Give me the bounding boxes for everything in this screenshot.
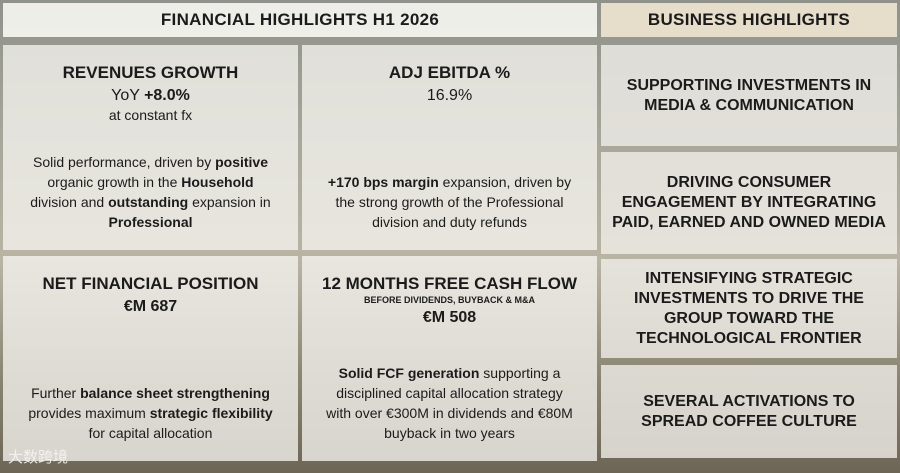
- text-run: Solid FCF generation: [338, 365, 480, 381]
- card-metric: YoY +8.0%: [111, 87, 190, 105]
- highlight-card: 12 MONTHS FREE CASH FLOW BEFORE DIVIDENDS…: [302, 256, 597, 461]
- text-run: €M 687: [123, 298, 178, 315]
- business-item: DRIVING CONSUMER ENGAGEMENT BY INTEGRATI…: [601, 152, 897, 254]
- text-run: +8.0%: [144, 87, 190, 104]
- card-title: NET FINANCIAL POSITION: [42, 274, 259, 293]
- text-run: Solid performance, driven by: [33, 154, 216, 170]
- highlight-card: REVENUES GROWTH YoY +8.0% at constant fx So…: [3, 45, 298, 250]
- text-run: Household: [181, 174, 254, 190]
- text-run: for capital allocation: [88, 425, 213, 441]
- text-run: balance sheet strengthening: [80, 385, 270, 401]
- text-run: +170 bps margin: [327, 174, 439, 190]
- text-run: organic growth in the: [47, 174, 182, 190]
- text-run: Professional: [108, 214, 193, 230]
- text-run: supporting a disciplined capital allocat…: [326, 365, 573, 441]
- business-item: INTENSIFYING STRATEGIC INVESTMENTS TO DR…: [601, 259, 897, 358]
- card-body: Further balance sheet strengthening prov…: [26, 383, 276, 443]
- text-run: expansion, driven by the strong growth o…: [335, 174, 572, 230]
- card-body: Solid performance, driven by positive or…: [26, 152, 276, 232]
- business-item: SEVERAL ACTIVATIONS TO SPREAD COFFEE CUL…: [601, 365, 897, 458]
- business-header: BUSINESS HIGHLIGHTS: [601, 3, 897, 37]
- text-run: 16.9%: [426, 87, 473, 104]
- card-metric: €M 508: [423, 309, 476, 327]
- card-body: Solid FCF generation supporting a discip…: [325, 363, 575, 443]
- business-item: SUPPORTING INVESTMENTS IN MEDIA & COMMUN…: [601, 45, 897, 146]
- text-run: Further: [31, 385, 81, 401]
- financial-header: FINANCIAL HIGHLIGHTS H1 2026: [3, 3, 597, 37]
- highlight-card: NET FINANCIAL POSITION €M 687 Further bala…: [3, 256, 298, 461]
- card-title: REVENUES GROWTH: [62, 63, 239, 82]
- text-run: YoY: [111, 87, 145, 104]
- text-run: expansion in: [188, 194, 271, 210]
- card-note: at constant fx: [108, 107, 193, 123]
- card-metric: €M 687: [124, 298, 177, 316]
- text-run: division and: [30, 194, 109, 210]
- card-title: 12 MONTHS FREE CASH FLOW: [321, 274, 577, 293]
- text-run: provides maximum: [28, 405, 150, 421]
- card-metric: 16.9%: [427, 87, 472, 105]
- text-run: strategic flexibility: [149, 405, 273, 421]
- card-subtitle: BEFORE DIVIDENDS, BUYBACK & M&A: [363, 295, 535, 305]
- text-run: €M 508: [422, 309, 477, 326]
- card-body: +170 bps margin expansion, driven by the…: [325, 172, 575, 232]
- text-run: outstanding: [108, 194, 189, 210]
- card-title: ADJ EBITDA %: [388, 63, 511, 82]
- highlight-card: ADJ EBITDA % 16.9% +170 bps margin expansi…: [302, 45, 597, 250]
- text-run: positive: [215, 154, 268, 170]
